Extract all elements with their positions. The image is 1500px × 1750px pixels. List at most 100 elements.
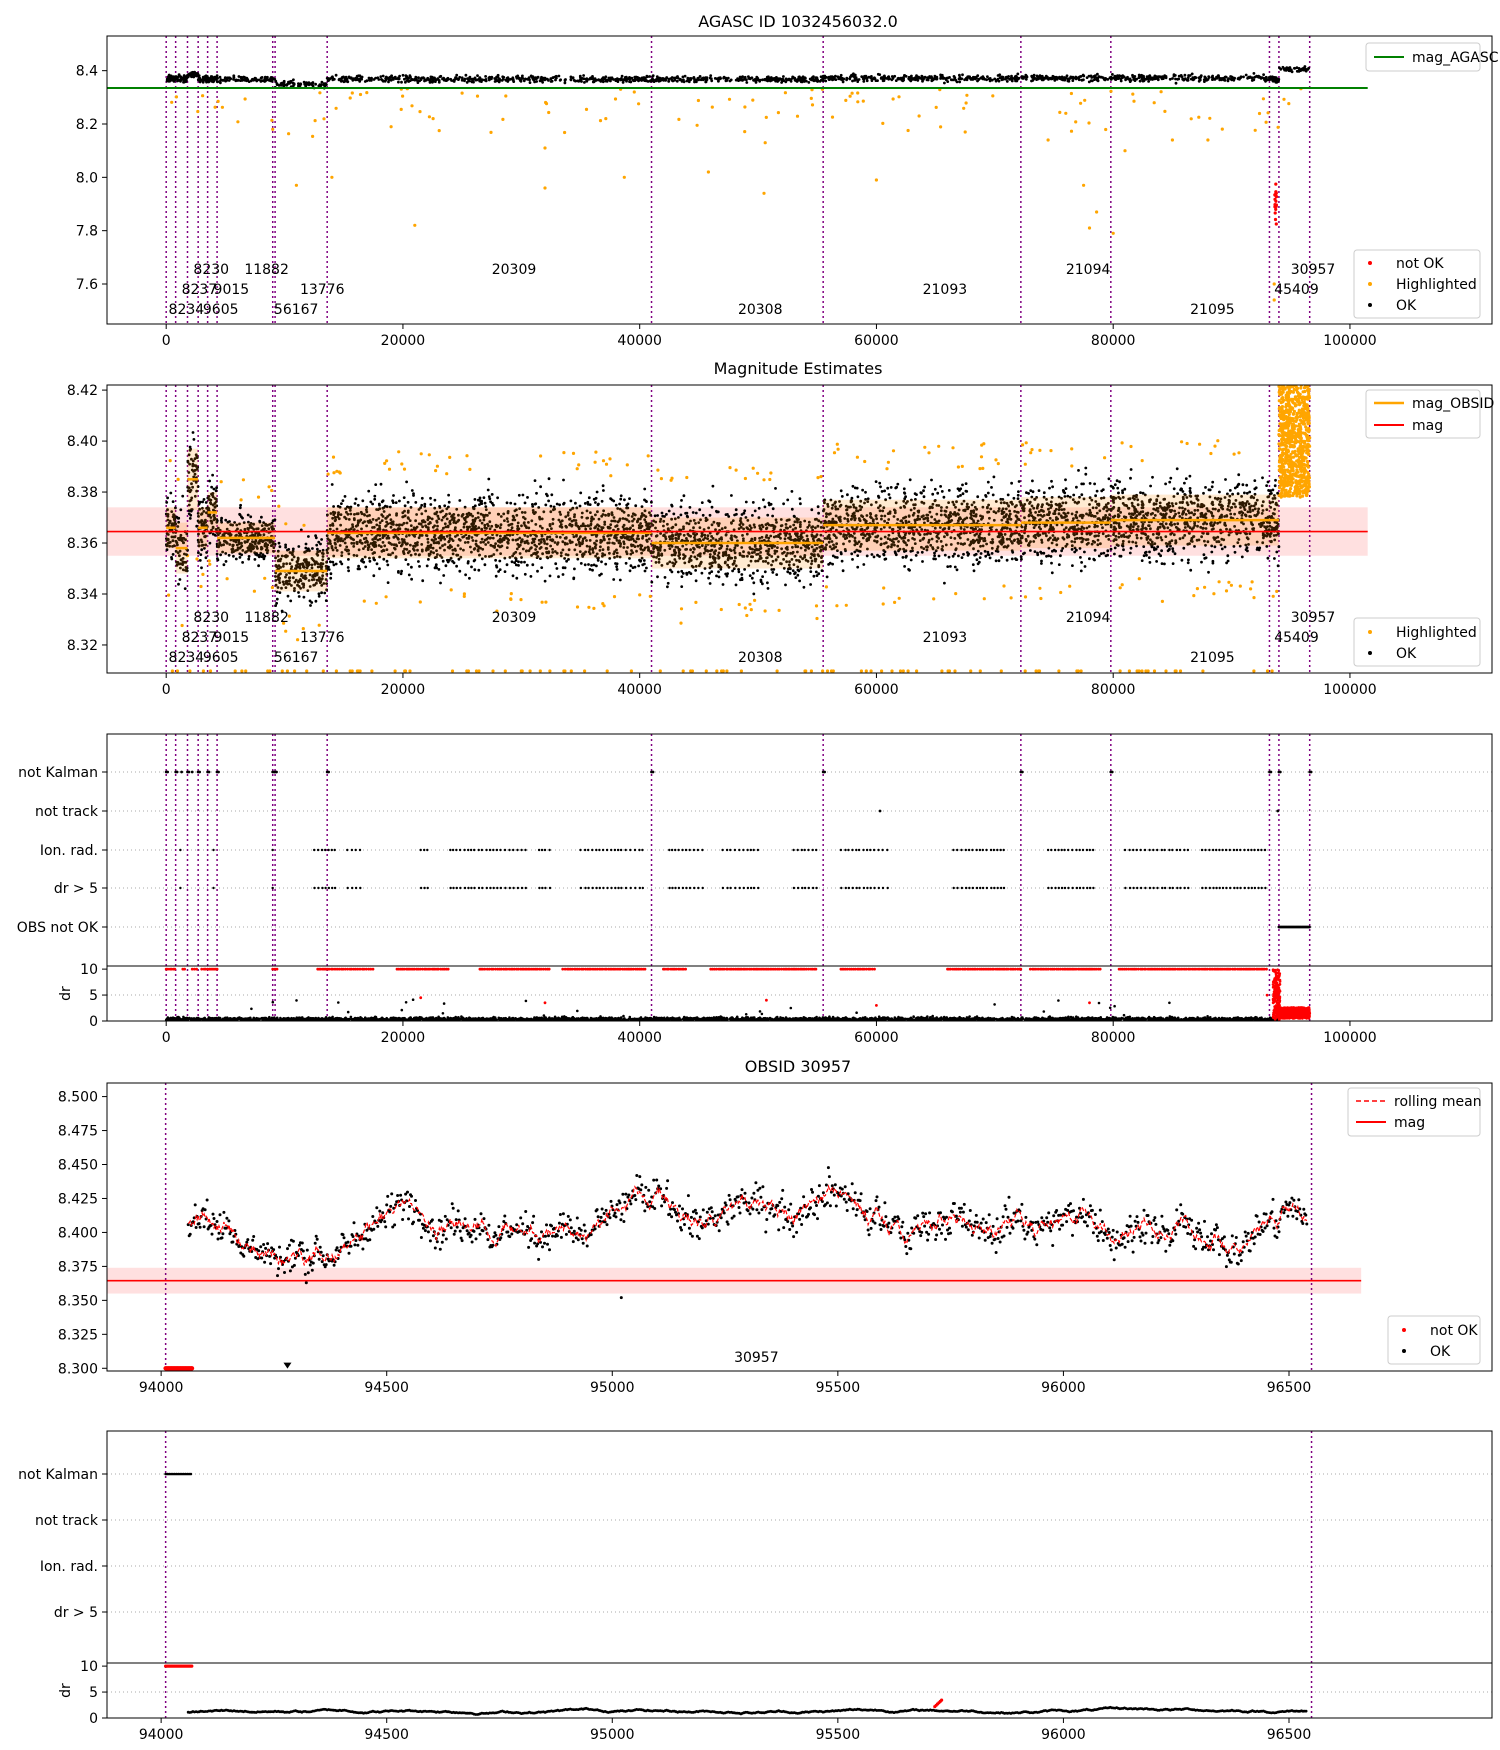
agasc-ytick-label: 7.6 (76, 277, 98, 293)
obsid-ytick-label: 8.400 (58, 1225, 98, 1241)
magnitude-estimates-title: Magnitude Estimates (714, 359, 883, 378)
legend-ok: OK (1396, 298, 1417, 314)
legend-rolling-mean: rolling mean (1394, 1094, 1482, 1110)
flags-xtick-label: 80000 (1091, 1030, 1136, 1046)
magnitude-obsid-label: 11882 (244, 610, 289, 626)
agasc-obsid-label: 9605 (203, 302, 239, 318)
flags-flag-label: dr > 5 (54, 881, 98, 897)
obsid-dr-not-ok-points (164, 1664, 944, 1709)
flags-dr-axis-label: dr (58, 986, 74, 1001)
flags-data-layer (107, 734, 1492, 1021)
agasc-obsid-label: 21094 (1066, 262, 1111, 278)
obsid-flags-xtick-label: 96500 (1267, 1727, 1312, 1743)
magnitude-obsid-label: 9605 (203, 650, 239, 666)
flags-dr-ok-points (164, 998, 1280, 1021)
flags-xtick-label: 40000 (617, 1030, 662, 1046)
agasc-obsid-label: 8234 (169, 302, 205, 318)
flags-flag-label: not track (35, 804, 99, 820)
magnitude-obsid-label: 8237 (182, 630, 218, 646)
flags-flag-label: OBS not OK (17, 920, 99, 936)
obsid-flags-dr-axis-label: dr (58, 1683, 74, 1698)
obsid-panel: OBSID 30957 30957 94000 94500 95000 95500 960… (58, 1057, 1493, 1396)
obsid-axes: 30957 94000 94500 95000 95500 96000 96500 8.300… (58, 1082, 1493, 1396)
obsid-number-label: 30957 (734, 1350, 779, 1366)
obsid-ytick-label: 8.475 (58, 1124, 98, 1140)
obsid-dr-ok-points (186, 1705, 1308, 1716)
obsid-flags-xtick-label: 94500 (364, 1727, 409, 1743)
magnitude-xtick-label: 40000 (617, 682, 662, 698)
agasc-ytick-label: 7.8 (76, 224, 98, 240)
agasc-obsid-label: 21093 (923, 282, 968, 298)
agasc-obsid-label: 13776 (300, 282, 345, 298)
legend-ok-2: OK (1396, 646, 1417, 662)
flags-xtick-label: 100000 (1323, 1030, 1376, 1046)
flags-xtick-label: 20000 (381, 1030, 426, 1046)
agasc-legend-top: mag_AGASC (1365, 42, 1499, 72)
flags-panel: not Kalman not track Ion. rad. dr > 5 OBS no… (17, 733, 1493, 1046)
obsid-low-marker (283, 1362, 292, 1369)
agasc-xtick-label: 100000 (1323, 333, 1376, 349)
flags-dr-tick-label: 0 (89, 1014, 98, 1030)
agasc-xtick-label: 0 (162, 333, 171, 349)
agasc-obsid-label: 20309 (492, 262, 537, 278)
magnitude-xtick-label: 100000 (1323, 682, 1376, 698)
rolling-mean-line (187, 1184, 1308, 1267)
obsid-flags-flag-label: Ion. rad. (40, 1559, 98, 1575)
obsid-flags-flag-label: dr > 5 (54, 1605, 98, 1621)
obsid-flags-data-layer (107, 1431, 1492, 1718)
magnitude-obsid-label: 8230 (193, 610, 229, 626)
agasc-xtick-label: 80000 (1091, 333, 1136, 349)
flags-dr-tick-label: 5 (89, 988, 98, 1004)
magnitude-legend-top: mag_OBSID mag (1365, 389, 1494, 439)
flags-flag-label: not Kalman (18, 765, 98, 781)
magnitude-ytick-label: 8.38 (67, 485, 98, 501)
obsid-ytick-label: 8.300 (58, 1361, 98, 1377)
agasc-xtick-label: 20000 (381, 333, 426, 349)
obsid-xtick-label: 94000 (139, 1380, 184, 1396)
flags-axes: not Kalman not track Ion. rad. dr > 5 OBS no… (17, 733, 1493, 1046)
agasc-legend-bottom: not OK Highlighted OK (1353, 249, 1481, 319)
agasc-obsid-label: 11882 (244, 262, 289, 278)
agasc-ytick-label: 8.2 (76, 117, 98, 133)
obsid-flags-flag-label: not track (35, 1513, 99, 1529)
flags-dr-not-ok-points (164, 967, 1312, 1021)
magnitude-obsid-label: 45409 (1274, 630, 1319, 646)
obsid-flags-flag-label: not Kalman (18, 1467, 98, 1483)
flags-dr-tick-label: 10 (80, 962, 98, 978)
obsid-flags-xtick-label: 95500 (816, 1727, 861, 1743)
agasc-panel: AGASC ID 1032456032.0 8230 11882 20309 2109… (76, 12, 1499, 349)
legend-mag-agasc: mag_AGASC (1412, 50, 1499, 66)
obsid-ytick-label: 8.375 (58, 1259, 98, 1275)
legend-ok-obsid: OK (1430, 1344, 1451, 1360)
obsid-ytick-label: 8.325 (58, 1327, 98, 1343)
obsid-flags-axes: not Kalman not track Ion. rad. dr > 5 0 5 10 dr… (18, 1430, 1493, 1743)
magnitude-ytick-label: 8.34 (67, 587, 98, 603)
magnitude-obsid-label: 30957 (1291, 610, 1336, 626)
magnitude-obsid-label: 9015 (214, 630, 250, 646)
legend-not-ok-obsid: not OK (1430, 1323, 1478, 1339)
magnitude-obsid-label: 8234 (169, 650, 205, 666)
obsid-legend-bottom: not OK OK (1387, 1315, 1481, 1365)
agasc-obsid-label: 20308 (738, 302, 783, 318)
magnitude-xtick-label: 20000 (381, 682, 426, 698)
magnitude-legend-bottom: Highlighted OK (1353, 617, 1481, 667)
magnitude-xtick-label: 0 (162, 682, 171, 698)
magnitude-obsid-label: 21093 (923, 630, 968, 646)
legend-mag-obsid: mag_OBSID (1412, 396, 1494, 412)
obsid-xtick-label: 95000 (590, 1380, 635, 1396)
obsid-data-layer (107, 1083, 1362, 1371)
obsid-flags-xtick-label: 96000 (1041, 1727, 1086, 1743)
agasc-title: AGASC ID 1032456032.0 (698, 12, 898, 31)
obsid-flags-panel: not Kalman not track Ion. rad. dr > 5 0 5 10 dr… (18, 1430, 1493, 1743)
legend-highlighted: Highlighted (1396, 277, 1477, 293)
obsid-flags-dr-tick-label: 0 (89, 1711, 98, 1727)
obsid-xtick-label: 95500 (816, 1380, 861, 1396)
magnitude-obsid-label: 21095 (1190, 650, 1235, 666)
magnitude-xtick-label: 60000 (854, 682, 899, 698)
flags-xtick-label: 60000 (854, 1030, 899, 1046)
obsid-legend-top: rolling mean mag (1347, 1087, 1482, 1137)
agasc-obsid-label: 45409 (1274, 282, 1319, 298)
obsid-flags-dr-tick-label: 10 (80, 1659, 98, 1675)
